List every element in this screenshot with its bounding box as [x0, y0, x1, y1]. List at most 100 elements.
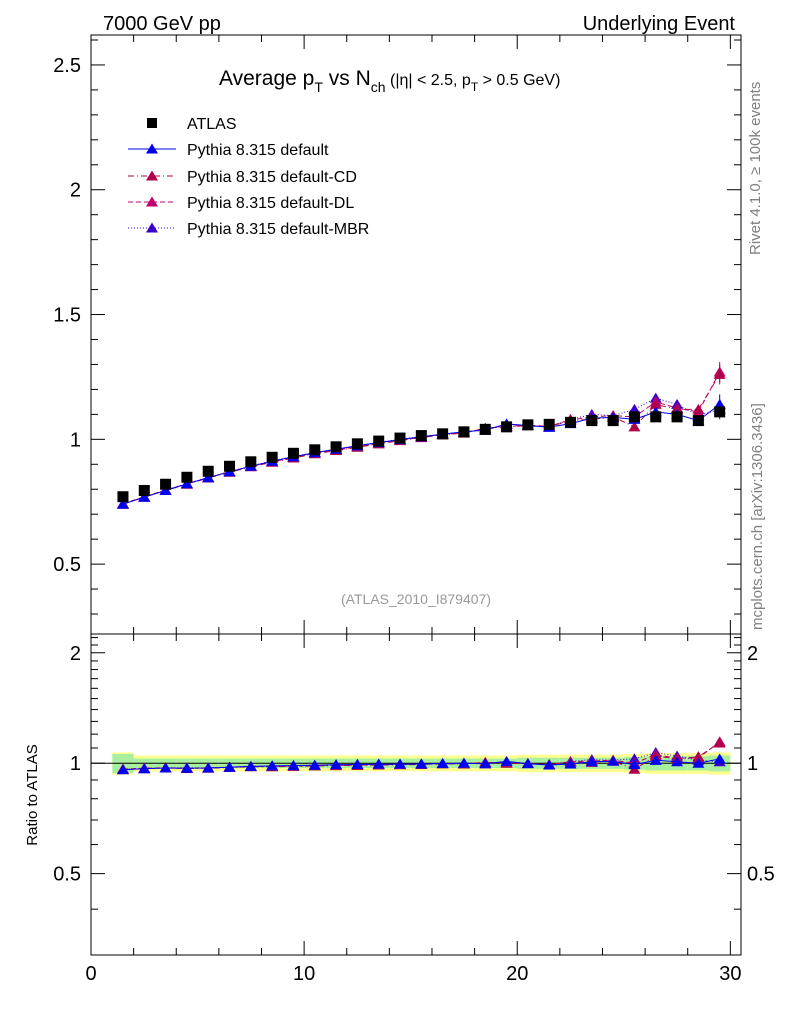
main-point-atlas — [479, 423, 491, 435]
main-point-atlas — [650, 411, 662, 423]
x-tick-labels: 0 10 20 30 — [85, 963, 741, 985]
ratio-point-default — [330, 759, 343, 770]
main-point-atlas — [181, 471, 193, 483]
title-part-d: > 0.5 GeV) — [478, 72, 560, 89]
main-point-atlas — [287, 447, 299, 459]
main-y-tick-label: 2 — [70, 180, 81, 202]
main-y-tick-label: 0.5 — [53, 554, 81, 576]
legend-cd-label: Pythia 8.315 default-CD — [187, 169, 357, 186]
ratio-point-default — [479, 758, 492, 769]
x-tick-label: 30 — [719, 963, 741, 985]
title-part-c: (|η| < 2.5, p — [386, 72, 471, 89]
ratio-y-tick-labels: 0.5 0.5 1 1 2 2 — [53, 643, 775, 886]
ratio-point-default — [287, 760, 300, 771]
ratio-point-cd — [713, 737, 726, 748]
main-panel: 0.5 1 1.5 2 2.5 Average p T vs Nch (|η| < 2.5… — [53, 34, 742, 635]
main-point-atlas — [160, 478, 172, 490]
legend-atlas-label: ATLAS — [187, 116, 237, 133]
main-y-tick-labels: 0.5 1 1.5 2 2.5 — [53, 55, 81, 576]
legend-cd-marker — [146, 170, 158, 181]
title-part-b: vs N — [323, 67, 371, 90]
main-point-cd — [649, 398, 662, 409]
main-point-atlas — [224, 460, 236, 472]
ratio-point-default — [543, 759, 556, 770]
x-tick-label: 10 — [293, 963, 315, 985]
main-point-cd — [628, 421, 641, 432]
main-point-atlas — [437, 428, 449, 440]
legend-entry-default: Pythia 8.315 default — [128, 142, 329, 159]
legend-mbr-label: Pythia 8.315 default-MBR — [187, 221, 369, 238]
ratio-point-default — [159, 762, 172, 773]
legend-entry-cd: Pythia 8.315 default-CD — [128, 169, 357, 186]
main-point-cd — [692, 403, 705, 414]
legend: ATLAS Pythia 8.315 default Pythia 8.315 … — [128, 116, 369, 238]
ratio-point-default — [372, 758, 385, 769]
ratio-point-default — [202, 762, 215, 773]
ratio-point-default — [180, 762, 193, 773]
ratio-point-default — [607, 755, 620, 766]
main-point-atlas — [522, 419, 534, 431]
main-point-atlas — [607, 415, 619, 427]
title-sub-c: T — [471, 80, 479, 94]
ratio-point-default — [244, 760, 257, 771]
ratio-point-default — [713, 753, 726, 764]
ratio-point-default — [564, 758, 577, 769]
legend-entry-mbr: Pythia 8.315 default-MBR — [128, 221, 369, 238]
ratio-point-default — [138, 763, 151, 774]
ratio-point-default — [351, 758, 364, 769]
ratio-point-default — [436, 758, 449, 769]
legend-default-marker — [146, 143, 158, 154]
ratio-y-tick-label-left: 0.5 — [53, 864, 81, 886]
main-series-line-cd — [122, 374, 721, 505]
main-point-atlas — [394, 432, 406, 444]
main-point-atlas — [415, 430, 427, 442]
main-point-atlas — [714, 406, 726, 418]
legend-mbr-marker — [146, 222, 158, 233]
ratio-panel: 0.5 0.5 1 1 2 2 0 10 20 30 Ratio to ATLAS — [24, 633, 775, 985]
energy-label: 7000 GeV pp — [103, 13, 221, 35]
title-sub-b: ch — [371, 79, 386, 95]
main-point-atlas — [117, 491, 129, 503]
ratio-point-default — [692, 757, 705, 768]
plot-title: Average pT vs Nch (|η| < 2.5, pT > 0.5 G… — [219, 67, 560, 95]
legend-dl-marker — [146, 196, 158, 207]
ratio-point-default — [116, 764, 129, 775]
legend-atlas-marker — [147, 118, 157, 128]
analysis-watermark: (ATLAS_2010_I879407) — [341, 591, 491, 607]
ratio-point-default — [415, 758, 428, 769]
main-y-tick-label: 1 — [70, 429, 81, 451]
main-point-atlas — [202, 465, 214, 477]
main-point-atlas — [351, 438, 363, 450]
main-point-atlas — [628, 411, 640, 423]
main-point-atlas — [330, 441, 342, 453]
main-series-layer — [116, 361, 726, 509]
main-point-atlas — [586, 415, 598, 427]
mcplots-label: mcplots.cern.ch [arXiv:1306.3436] — [749, 403, 766, 630]
main-y-tick-label: 2.5 — [53, 55, 81, 77]
ratio-point-default — [308, 759, 321, 770]
legend-entry-atlas: ATLAS — [147, 116, 237, 133]
main-point-atlas — [565, 416, 577, 428]
rivet-version-label: Rivet 4.1.0, ≥ 100k events — [747, 82, 764, 255]
main-point-atlas — [309, 444, 321, 456]
main-point-atlas — [245, 456, 257, 468]
main-point-default — [202, 472, 215, 483]
ratio-point-default — [628, 759, 641, 770]
ratio-axis-ticks — [90, 634, 741, 956]
ratio-y-axis-label: Ratio to ATLAS — [24, 744, 41, 845]
ratio-point-default — [521, 758, 534, 769]
main-y-tick-label: 1.5 — [53, 305, 81, 327]
title-part-a: Average p — [219, 67, 314, 90]
ratio-point-default — [500, 755, 513, 766]
x-tick-label: 0 — [85, 963, 96, 985]
main-point-atlas — [501, 421, 513, 433]
ratio-y-tick-label-left: 1 — [70, 753, 81, 775]
legend-default-label: Pythia 8.315 default — [187, 142, 329, 159]
ratio-y-tick-label-right: 1 — [747, 753, 758, 775]
process-label: Underlying Event — [583, 13, 736, 35]
ratio-point-cd — [692, 751, 705, 762]
main-point-default — [180, 478, 193, 489]
ratio-y-tick-label-right: 2 — [747, 643, 758, 665]
main-point-atlas — [458, 426, 470, 438]
legend-dl-label: Pythia 8.315 default-DL — [187, 195, 354, 212]
